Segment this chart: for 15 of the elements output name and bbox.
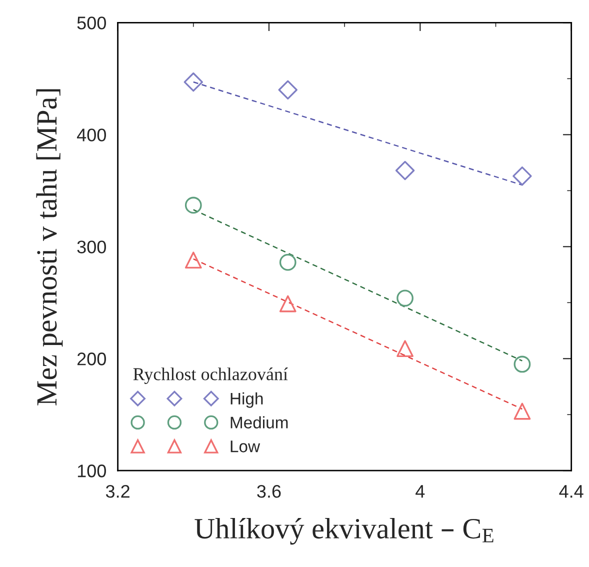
y-tick-label: 200 — [77, 352, 106, 366]
y-tick-label: 500 — [77, 16, 106, 30]
x-tick-label: 3.6 — [257, 484, 281, 498]
y-tick-label: 400 — [76, 128, 106, 142]
legend-label: Low — [230, 440, 260, 452]
x-tick-label: 4 — [416, 485, 425, 498]
legend-label: Medium — [230, 416, 288, 428]
legend-label: High — [230, 392, 263, 408]
legend-title: Rychlost ochlazování — [133, 368, 288, 384]
x-tick-label: 3.2 — [106, 484, 130, 498]
y-tick-label: 300 — [77, 240, 106, 254]
x-axis-title: Uhlíkový ekvivalent – C$_{E}$ — [194, 518, 494, 545]
y-axis-title: Mez pevnosti v tahu [MPa] — [36, 89, 63, 406]
x-tick-label: 4.4 — [559, 485, 584, 498]
y-tick-label: 100 — [78, 464, 106, 478]
